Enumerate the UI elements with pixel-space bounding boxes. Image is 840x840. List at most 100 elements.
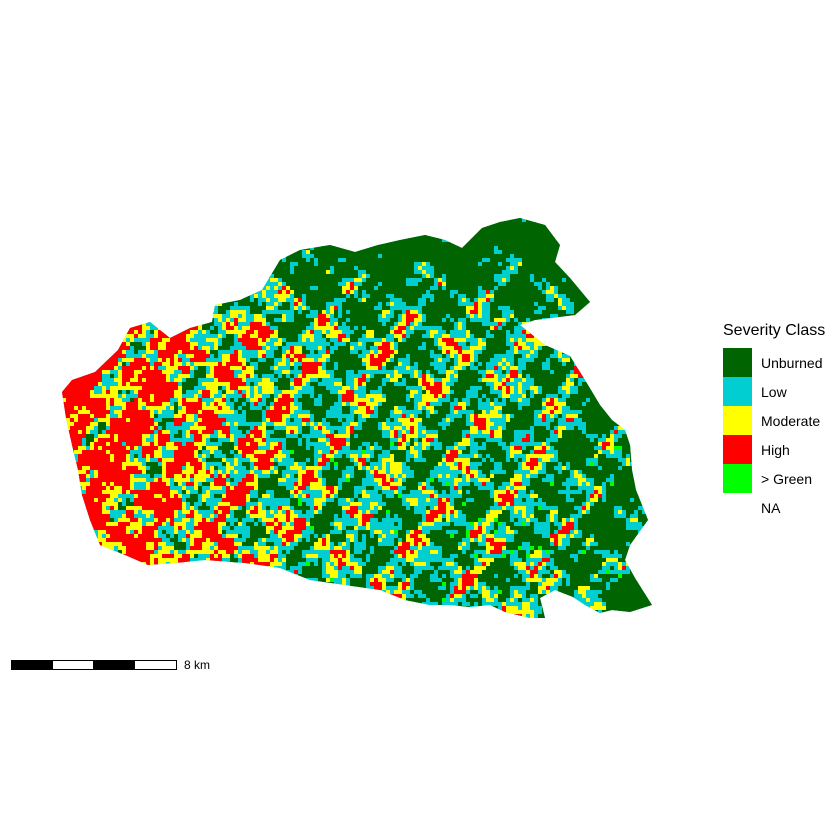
severity-cell — [398, 334, 403, 339]
severity-cell — [282, 294, 287, 299]
severity-cell — [126, 330, 131, 335]
severity-cell — [246, 342, 251, 347]
severity-cell — [438, 330, 443, 335]
severity-cell — [366, 282, 371, 287]
severity-cell — [478, 306, 483, 311]
severity-cell — [278, 334, 283, 339]
severity-cell — [506, 230, 511, 235]
severity-cell — [410, 238, 415, 243]
severity-cell — [550, 282, 555, 287]
severity-cell — [226, 314, 231, 319]
severity-cell — [482, 246, 487, 251]
severity-cell — [534, 342, 539, 347]
severity-cell — [574, 310, 579, 315]
severity-cell — [226, 306, 231, 311]
severity-cell — [394, 242, 399, 247]
severity-cell — [138, 338, 143, 343]
severity-cell — [274, 338, 279, 343]
severity-cell — [426, 250, 431, 255]
severity-cell — [414, 246, 419, 251]
severity-cell — [386, 330, 391, 335]
severity-cell — [538, 314, 543, 319]
severity-cell — [450, 286, 455, 291]
severity-cell — [342, 306, 347, 311]
severity-cell — [318, 290, 323, 295]
severity-cell — [290, 306, 295, 311]
severity-cell — [190, 326, 195, 331]
severity-cell — [326, 322, 331, 327]
severity-cell — [490, 254, 495, 259]
severity-cell — [406, 298, 411, 303]
severity-cell — [522, 222, 527, 227]
severity-cell — [394, 322, 399, 327]
severity-cell — [246, 338, 251, 343]
severity-cell — [442, 254, 447, 259]
severity-cell — [434, 314, 439, 319]
severity-cell — [542, 254, 547, 259]
severity-cell — [478, 314, 483, 319]
severity-cell — [534, 226, 539, 231]
severity-cell — [510, 246, 515, 251]
severity-cell — [286, 254, 291, 259]
severity-cell — [522, 290, 527, 295]
severity-cell — [250, 330, 255, 335]
severity-cell — [482, 338, 487, 343]
severity-cell — [510, 270, 515, 275]
severity-cell — [374, 274, 379, 279]
severity-cell — [310, 322, 315, 327]
severity-cell — [414, 238, 419, 243]
severity-cell — [350, 314, 355, 319]
severity-cell — [326, 342, 331, 347]
severity-cell — [422, 294, 427, 299]
severity-cell — [150, 322, 155, 327]
severity-cell — [422, 302, 427, 307]
severity-cell — [382, 310, 387, 315]
severity-cell — [394, 342, 399, 347]
severity-cell — [418, 342, 423, 347]
severity-cell — [386, 302, 391, 307]
severity-cell — [354, 322, 359, 327]
severity-cell — [310, 262, 315, 267]
severity-cell — [422, 234, 427, 239]
severity-cell — [454, 326, 459, 331]
severity-cell — [550, 314, 555, 319]
severity-cell — [458, 270, 463, 275]
severity-cell — [378, 298, 383, 303]
severity-cell — [154, 334, 159, 339]
severity-cell — [446, 278, 451, 283]
severity-cell — [422, 286, 427, 291]
severity-cell — [462, 286, 467, 291]
severity-cell — [382, 298, 387, 303]
severity-cell — [434, 286, 439, 291]
severity-cell — [502, 330, 507, 335]
severity-cell — [342, 314, 347, 319]
severity-cell — [434, 310, 439, 315]
severity-cell — [486, 322, 491, 327]
severity-cell — [358, 266, 363, 271]
severity-cell — [414, 290, 419, 295]
severity-cell — [474, 278, 479, 283]
severity-cell — [306, 334, 311, 339]
severity-cell — [302, 326, 307, 331]
severity-cell — [514, 218, 519, 223]
severity-cell — [434, 298, 439, 303]
severity-cell — [562, 314, 567, 319]
severity-cell — [322, 286, 327, 291]
severity-cell — [382, 322, 387, 327]
severity-cell — [494, 234, 499, 239]
severity-cell — [378, 274, 383, 279]
severity-cell — [450, 290, 455, 295]
severity-cell — [510, 298, 515, 303]
severity-cell — [310, 250, 315, 255]
severity-cell — [198, 326, 203, 331]
severity-cell — [458, 262, 463, 267]
severity-cell — [298, 326, 303, 331]
severity-cell — [438, 278, 443, 283]
severity-cell — [482, 270, 487, 275]
severity-cell — [498, 282, 503, 287]
severity-cell — [362, 274, 367, 279]
severity-cell — [342, 274, 347, 279]
severity-cell — [430, 302, 435, 307]
severity-cell — [502, 342, 507, 347]
severity-cell — [438, 294, 443, 299]
